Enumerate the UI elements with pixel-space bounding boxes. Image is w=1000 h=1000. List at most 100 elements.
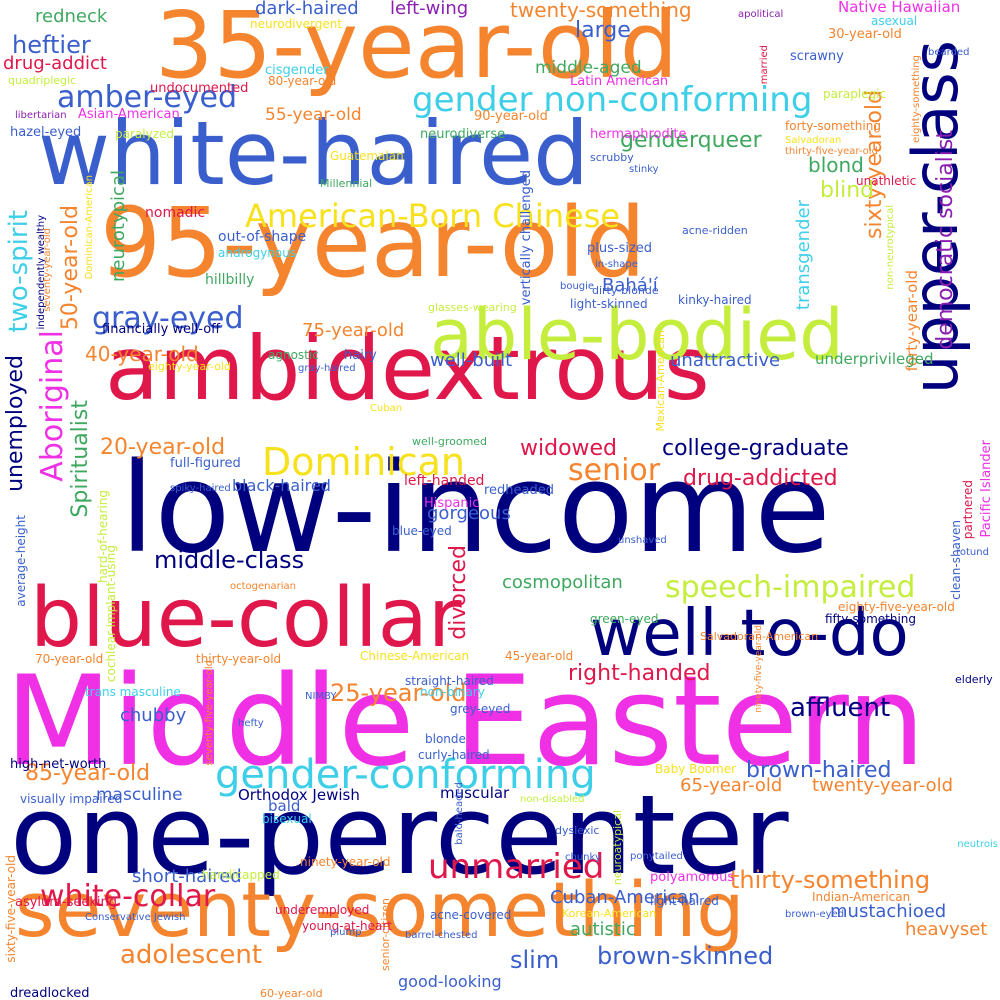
cloud-word: ninety-five-year-old — [754, 625, 764, 713]
cloud-word: white-collar — [40, 879, 216, 914]
cloud-word: 40-year-old — [85, 342, 199, 366]
cloud-word: seventy-something — [15, 865, 745, 954]
cloud-word: hefty — [238, 718, 264, 729]
cloud-word: well-groomed — [412, 435, 488, 448]
cloud-word: genderqueer — [620, 128, 762, 153]
cloud-word: senior — [568, 453, 661, 488]
cloud-word: asylum-seeking — [15, 895, 118, 910]
cloud-word: Asian-American — [78, 107, 180, 122]
cloud-word: non-disabled — [520, 794, 585, 805]
cloud-word: grey-eyed — [450, 702, 511, 716]
cloud-word: well-built — [430, 350, 513, 371]
cloud-word: blind — [820, 178, 875, 203]
cloud-word: 50-year-old — [58, 205, 83, 331]
cloud-word: 70-year-old — [35, 652, 104, 666]
cloud-word: clean-shaven — [949, 520, 963, 600]
cloud-word: bald-headed — [454, 782, 465, 845]
cloud-word: full-figured — [170, 456, 241, 471]
cloud-word: two-spirit — [4, 210, 34, 333]
cloud-word: dreadlocked — [10, 986, 90, 1000]
cloud-word: elderly — [955, 673, 993, 686]
cloud-word: masculine — [96, 785, 183, 805]
cloud-word: Salvadoran-American — [700, 630, 819, 643]
cloud-word: agnostic — [268, 348, 319, 362]
cloud-word: libertarian — [15, 110, 67, 121]
cloud-word: green-eyed — [590, 612, 659, 626]
cloud-word: Chinese-American — [360, 649, 470, 663]
cloud-word: white-haired — [38, 102, 589, 205]
cloud-word: 95-year-old — [100, 187, 646, 299]
cloud-word: plus-sized — [587, 241, 653, 256]
cloud-word: senior-citizen — [379, 898, 392, 972]
cloud-word: in-shape — [595, 259, 638, 270]
cloud-word: neurodivergent — [250, 17, 343, 31]
cloud-word: twenty-year-old — [812, 775, 954, 796]
cloud-word: dyslexic — [555, 824, 600, 837]
cloud-word: unattractive — [670, 350, 781, 371]
cloud-word: right-handed — [568, 661, 711, 686]
cloud-word: thirty-five-year-old — [785, 146, 878, 157]
cloud-word: well-to-do — [590, 597, 909, 671]
cloud-word: Orthodox Jewish — [238, 786, 360, 804]
cloud-word: cochlear-implant-using — [104, 545, 118, 683]
cloud-word: affluent — [790, 693, 891, 723]
cloud-word: drug-addicted — [683, 466, 838, 491]
cloud-word: dirty-blonde — [592, 284, 659, 297]
cloud-word: partnered — [961, 480, 975, 540]
cloud-word: mustachioed — [830, 901, 947, 922]
cloud-word: cosmopolitan — [502, 572, 623, 593]
cloud-word: 65-year-old — [680, 775, 783, 796]
cloud-word: barrel-chested — [405, 930, 478, 941]
cloud-word: non-neurotypical — [885, 205, 896, 290]
cloud-word: gray-haired — [298, 363, 356, 374]
cloud-word: forty-something — [785, 119, 881, 133]
cloud-word: 20-year-old — [100, 435, 226, 460]
cloud-word: amber-eyed — [57, 80, 238, 115]
cloud-word: neutrois — [957, 839, 998, 850]
cloud-word: seventy-year-old — [42, 228, 53, 312]
cloud-word: high-net-worth — [10, 757, 107, 772]
cloud-word: curly-haired — [418, 748, 490, 762]
cloud-word: Cuban — [370, 403, 403, 414]
cloud-word: muscular — [440, 784, 510, 802]
cloud-word: adolescent — [120, 940, 263, 970]
cloud-word: hairy — [344, 348, 377, 363]
cloud-word: hillbilly — [205, 272, 255, 288]
cloud-word: thirty-year-old — [196, 652, 282, 666]
cloud-word: Guatemalan — [330, 149, 404, 163]
cloud-word: Native Hawaiian — [838, 0, 961, 16]
cloud-word: stinky — [629, 164, 659, 175]
cloud-word: good-looking — [398, 972, 502, 991]
cloud-word: acne-covered — [430, 908, 512, 922]
cloud-word: polyamorous — [650, 870, 735, 885]
cloud-word: 45-year-old — [505, 649, 574, 663]
cloud-word: light-haired — [650, 894, 719, 908]
cloud-word: blonde — [425, 732, 466, 746]
cloud-word: autistic — [570, 919, 636, 940]
cloud-word: Conservative Jewish — [85, 912, 186, 923]
cloud-word: scrubby — [590, 151, 634, 164]
cloud-word: apolitical — [738, 9, 784, 20]
cloud-word: left-wing — [390, 0, 469, 19]
cloud-word: plump — [330, 927, 362, 938]
cloud-word: octogenarian — [230, 581, 296, 592]
cloud-word: Aboriginal — [35, 330, 70, 482]
cloud-word: unmarried — [428, 847, 605, 887]
cloud-word: gorgeous — [427, 503, 511, 524]
cloud-word: Spiritualist — [68, 400, 93, 518]
cloud-word: ambidextrous — [105, 317, 710, 420]
cloud-word: straight-haired — [405, 674, 494, 688]
cloud-word: large — [575, 18, 631, 43]
cloud-word: paraplegic — [823, 87, 887, 101]
cloud-word: hermaphrodite — [590, 127, 687, 142]
cloud-word: out-of-shape — [218, 229, 307, 245]
cloud-word: widowed — [520, 436, 618, 461]
cloud-word: blue-collar — [30, 571, 462, 666]
cloud-word: sixty-year-old — [862, 90, 887, 239]
cloud-word: Korean-American — [562, 907, 657, 920]
cloud-word: heavyset — [905, 919, 988, 940]
cloud-word: undocumented — [150, 81, 249, 96]
cloud-word: chubby — [120, 705, 187, 726]
cloud-word: middle-aged — [535, 58, 642, 78]
